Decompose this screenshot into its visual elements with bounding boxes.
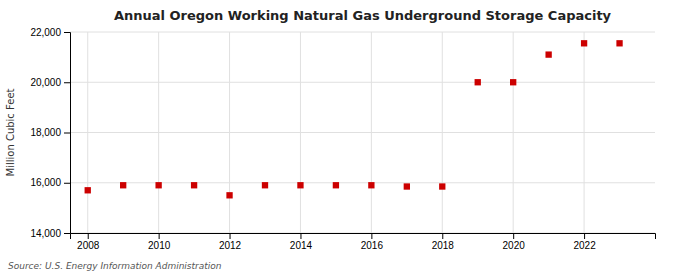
x-tick-label: 2020	[503, 240, 526, 251]
grid	[70, 32, 655, 233]
point	[616, 40, 622, 46]
y-tick-mark	[64, 32, 70, 33]
x-tick-label: 2008	[77, 240, 100, 251]
chart: 2008 2010 2012 2014 2016 2018 2020 2022 14,000 16…	[0, 0, 675, 275]
y-tick-mark	[64, 183, 70, 184]
x-tick: 2020	[503, 233, 526, 251]
y-grid-line	[70, 32, 655, 33]
x-grid-line	[584, 32, 585, 233]
x-tick: 2014	[290, 233, 313, 251]
y-tick-mark	[64, 133, 70, 134]
y-tick: 14,000	[30, 228, 70, 239]
points	[85, 40, 623, 198]
y-tick: 22,000	[30, 27, 70, 38]
title: Annual Oregon Working Natural Gas Underg…	[114, 8, 612, 23]
point	[581, 40, 587, 46]
x-grid-line	[158, 32, 159, 233]
x-grid-line	[371, 32, 372, 233]
y-tick-label: 14,000	[30, 228, 61, 239]
x-tick-mark	[513, 233, 514, 239]
point	[191, 182, 197, 188]
annotation: Source: U.S. Energy Information Administ…	[8, 261, 222, 271]
x-tick: 2016	[361, 233, 384, 251]
x-tick-mark	[300, 233, 301, 239]
y-tick: 18,000	[30, 127, 70, 138]
y-axis-title: Million Cubic Feet	[5, 88, 16, 176]
x-tick-label: 2014	[290, 240, 313, 251]
x-axis: 2008 2010 2012 2014 2016 2018 2020 2022	[71, 233, 656, 251]
x-tick-label: 2022	[573, 240, 596, 251]
x-tick-mark	[159, 233, 160, 239]
point	[404, 183, 410, 189]
y-tick-label: 20,000	[30, 77, 61, 88]
point	[475, 79, 481, 85]
x-tick-mark	[88, 233, 89, 239]
x-tick: 2012	[219, 233, 242, 251]
x-tick-mark	[230, 233, 231, 239]
x-tick-label: 2018	[432, 240, 455, 251]
y-axis: 14,000 16,000 18,000 20,000 22,000	[30, 27, 70, 239]
x-tick: 2022	[573, 233, 596, 251]
x-tick-label: 2012	[219, 240, 242, 251]
y-tick-label: 18,000	[30, 127, 61, 138]
y-tick-mark	[64, 233, 70, 234]
x-tick-mark	[371, 233, 372, 239]
point	[439, 183, 445, 189]
y-tick-label: 22,000	[30, 27, 61, 38]
x-grid-line	[87, 32, 88, 233]
point	[155, 182, 161, 188]
x-tick-mark	[584, 233, 585, 239]
point	[262, 182, 268, 188]
y-axis-line	[64, 33, 71, 234]
x-tick: 2010	[148, 233, 171, 251]
x-tick-label: 2010	[148, 240, 171, 251]
y-tick-label: 16,000	[30, 177, 61, 188]
y-grid-line	[70, 82, 655, 83]
point	[333, 182, 339, 188]
x-tick-mark	[442, 233, 443, 239]
point	[297, 182, 303, 188]
x-tick: 2018	[432, 233, 455, 251]
point	[368, 182, 374, 188]
x-tick: 2008	[77, 233, 100, 251]
x-axis-line	[71, 234, 656, 240]
point	[226, 192, 232, 198]
y-tick-mark	[64, 82, 70, 83]
x-grid-line	[513, 32, 514, 233]
point	[120, 182, 126, 188]
y-tick: 20,000	[30, 77, 70, 88]
x-tick-label: 2016	[361, 240, 384, 251]
point	[510, 79, 516, 85]
point	[85, 187, 91, 193]
y-grid-line	[70, 132, 655, 133]
x-grid-line	[229, 32, 230, 233]
x-grid-line	[442, 32, 443, 233]
point	[545, 51, 551, 57]
x-grid-line	[300, 32, 301, 233]
y-tick: 16,000	[30, 177, 70, 188]
